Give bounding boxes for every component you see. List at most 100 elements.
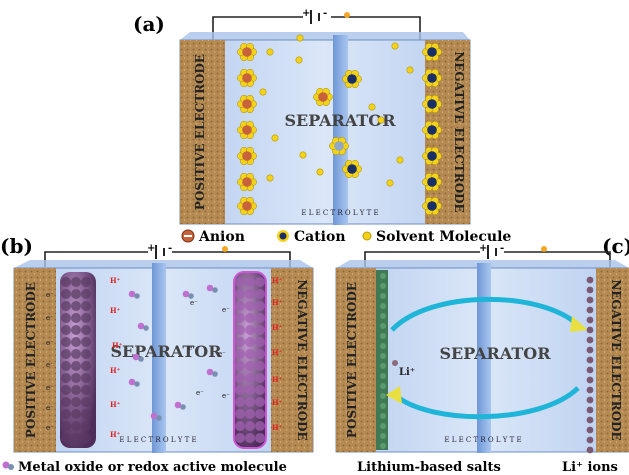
separator-b — [152, 263, 166, 453]
lithium-salt — [380, 363, 386, 369]
panel-c: (c) + - POSITIVE ELECTRODE NEGATIVE ELEC… — [335, 234, 629, 454]
li-ion — [586, 326, 594, 334]
lithium-salt — [380, 373, 386, 379]
positive-electrode-a — [180, 40, 225, 224]
electron: e⁻ — [46, 361, 54, 369]
legend-cation: Cation — [294, 229, 346, 245]
negative-electrode-c — [596, 268, 629, 452]
solvent-molecule — [296, 34, 304, 42]
cation-cluster — [422, 94, 442, 114]
li-ion — [586, 436, 594, 444]
lithium-salt — [380, 293, 386, 299]
solvent-molecule — [266, 48, 274, 56]
legend-anion: Anion — [198, 229, 245, 245]
solvent-molecule — [406, 66, 414, 74]
anion-cluster — [237, 68, 257, 88]
anion-cluster — [237, 146, 257, 166]
lithium-salt — [380, 313, 386, 319]
solvent-molecule — [386, 179, 394, 187]
proton: H⁺ — [272, 398, 283, 407]
solvent-icon — [362, 231, 372, 241]
battery-plus-a: + — [302, 8, 310, 19]
proton: H⁺ — [110, 430, 121, 439]
proton: H⁺ — [272, 375, 283, 384]
anion-cluster — [237, 120, 257, 140]
anion-cluster — [313, 87, 333, 107]
redox-molecule — [206, 284, 214, 292]
positive-electrode-label-c: POSITIVE ELECTRODE — [345, 282, 359, 438]
li-ion — [586, 446, 594, 454]
separator-c — [477, 263, 491, 453]
electron: e⁻ — [190, 299, 198, 307]
li-ion — [586, 426, 594, 434]
solvent-molecule — [259, 88, 267, 96]
proton: H⁺ — [110, 366, 121, 375]
anion-cluster — [237, 196, 257, 216]
electrolyte-label-c: E L E C T R O L Y T E — [444, 436, 521, 444]
electron: e⁻ — [218, 350, 226, 358]
redox-molecule — [128, 290, 136, 298]
battery-minus-b: - — [168, 243, 172, 254]
redox-molecule — [150, 412, 158, 420]
electron: e⁻ — [46, 314, 54, 322]
lithium-salt — [380, 283, 386, 289]
cation-cluster — [342, 69, 362, 89]
panel-b: (b) + - POSITIVE ELECTRODE NEGATIVE ELEC… — [0, 234, 314, 453]
anion-cluster — [237, 94, 257, 114]
solvent-molecule — [266, 174, 274, 182]
cation-cluster — [422, 172, 442, 192]
panel-c-label: (c) — [602, 234, 629, 258]
negative-electrode-label-b: NEGATIVE ELECTRODE — [295, 279, 309, 440]
battery-plus-b: + — [147, 243, 155, 254]
negative-electrode-label-a: NEGATIVE ELECTRODE — [452, 51, 466, 212]
panel-a-label: (a) — [133, 12, 165, 36]
positive-electrode-label-b: POSITIVE ELECTRODE — [24, 282, 38, 438]
legend-b: Metal oxide or redox active molecule — [2, 460, 287, 475]
electrolyte-label-b: E L E C T R O L Y T E — [119, 436, 196, 444]
battery-plus-c: + — [479, 243, 487, 254]
li-ion — [586, 376, 594, 384]
positive-electrode-c — [336, 268, 376, 452]
lithium-salt — [380, 383, 386, 389]
li-ion — [586, 386, 594, 394]
redox-molecule — [128, 378, 136, 386]
legend-c: Lithium-based salts Li⁺ ions — [357, 460, 618, 475]
separator-label-c: SEPARATOR — [439, 344, 551, 363]
positive-electrode-b — [14, 268, 56, 452]
li-ion — [586, 406, 594, 414]
panel-a: (a) + - POSITIVE ELECTRODE NEGATIVE ELEC… — [133, 8, 471, 225]
solvent-molecule — [391, 42, 399, 50]
electron: e⁻ — [222, 306, 230, 314]
solvent-molecule — [295, 56, 303, 64]
charge-arrow — [390, 296, 580, 332]
cation-cluster — [422, 196, 442, 216]
anion-cluster — [237, 42, 257, 62]
discharge-arrow — [393, 386, 580, 420]
negative-electrode-b — [271, 268, 313, 452]
lithium-salt — [380, 323, 386, 329]
li-ion — [586, 296, 594, 304]
li-ion — [586, 356, 594, 364]
bulb-icon-a — [344, 12, 350, 18]
legend-solvent: Solvent Molecule — [376, 229, 511, 245]
redox-molecule — [137, 322, 145, 330]
proton: H⁺ — [110, 306, 121, 315]
li-ion — [586, 276, 594, 284]
bulb-icon-b — [222, 246, 228, 252]
li-ion — [586, 306, 594, 314]
ion-layer-a — [237, 34, 442, 216]
cation-cluster — [422, 68, 442, 88]
cation-cluster — [422, 146, 442, 166]
electron: e⁻ — [46, 424, 54, 432]
electrolyte-a — [179, 39, 471, 225]
electron: e⁻ — [188, 344, 196, 352]
li-ion-label: Li⁺ — [399, 367, 415, 378]
cation-cluster — [422, 120, 442, 140]
charge-arrow-head — [570, 316, 588, 332]
solvent-molecule — [377, 116, 385, 124]
proton: H⁺ — [272, 423, 283, 432]
electrolyte-label-a: E L E C T R O L Y T E — [301, 209, 378, 217]
electron: e⁻ — [222, 392, 230, 400]
solvent-molecule — [316, 168, 324, 176]
lithium-salt — [380, 343, 386, 349]
